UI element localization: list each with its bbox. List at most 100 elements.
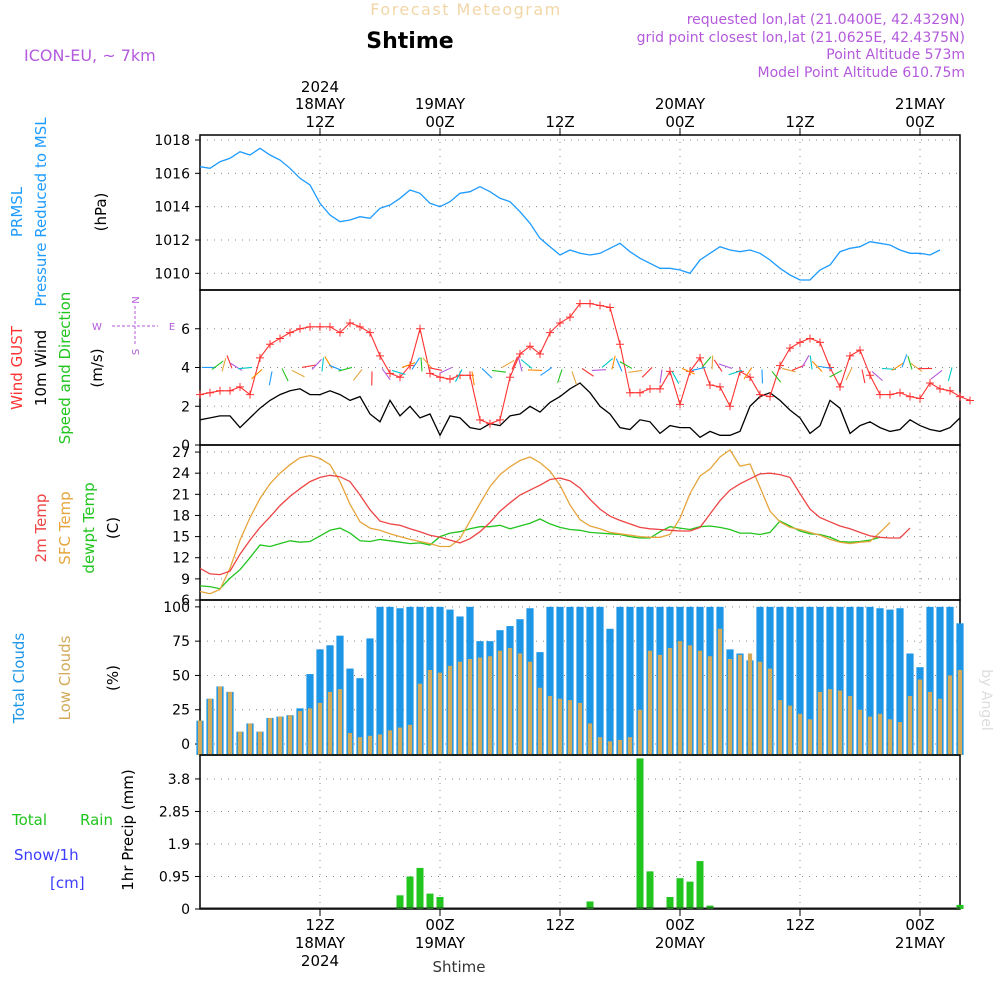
low-clouds-bar xyxy=(777,700,783,755)
rain-bar xyxy=(706,905,714,909)
gust-marker xyxy=(616,340,624,349)
wind-direction-arrow xyxy=(422,357,433,369)
wind-direction-arrow xyxy=(229,362,243,371)
low-clouds-bar xyxy=(667,648,673,755)
cloud-labels: Total Clouds Low Clouds (%) xyxy=(10,633,122,725)
gust-marker xyxy=(776,361,784,370)
dewpt-temp-line xyxy=(199,518,881,590)
y-tick-label: 2 xyxy=(181,399,190,415)
low-clouds-bar xyxy=(347,733,353,755)
low-clouds-bar xyxy=(927,691,933,755)
y-tick-label: 1012 xyxy=(154,233,190,249)
low-clouds-bar xyxy=(327,691,333,755)
low-clouds-bar xyxy=(787,705,793,755)
precip-axis-label: 1hr Precip (mm) xyxy=(119,769,137,890)
wind-direction-arrow xyxy=(420,357,423,372)
gust-marker xyxy=(946,386,954,395)
total-clouds-bar xyxy=(386,606,394,755)
legend-rain: Rain xyxy=(80,811,113,829)
y-tick-label: 6 xyxy=(181,322,190,338)
product-title: Forecast Meteogram xyxy=(370,0,561,19)
gust-marker xyxy=(816,338,824,347)
wind-direction-arrow xyxy=(311,358,322,370)
low-clouds-bar xyxy=(457,661,463,755)
total-clouds-bar xyxy=(346,668,354,755)
wind-label: 10m Wind xyxy=(32,330,50,406)
gust-marker xyxy=(386,369,394,378)
rain-bar xyxy=(426,893,434,909)
compass-n: N xyxy=(131,296,142,303)
total-clouds-bar xyxy=(606,628,614,755)
sfc-temp-line xyxy=(199,448,891,595)
low-clouds-bar xyxy=(727,658,733,755)
wind-direction-arrow xyxy=(811,360,823,372)
low-clouds-bar xyxy=(287,715,293,755)
wind-direction-arrow xyxy=(861,369,866,384)
low-clouds-bar xyxy=(887,719,893,755)
temp-labels: 2m Temp SFC Temp dewpt Temp (C) xyxy=(32,482,122,573)
rain-bar xyxy=(436,897,444,909)
wind-direction-arrow xyxy=(947,367,953,382)
rain-bar xyxy=(406,876,414,909)
low-clouds-bar xyxy=(837,690,843,755)
wind-direction-arrow xyxy=(771,371,782,383)
wind-direction-arrow xyxy=(615,358,623,372)
wind-direction-arrow xyxy=(871,371,883,382)
gust-marker xyxy=(846,351,854,360)
low-clouds-bar xyxy=(957,669,963,755)
time-label-top: 12Z xyxy=(785,113,814,131)
time-label-top: 21MAY xyxy=(895,95,946,113)
wind-direction-arrow xyxy=(428,366,443,371)
wind-direction-arrow xyxy=(743,367,753,380)
low-clouds-bar xyxy=(937,698,943,755)
low-clouds-bar xyxy=(707,656,713,755)
low-clouds-bar xyxy=(877,713,883,755)
gust-marker xyxy=(936,384,944,393)
clouds-unit: (%) xyxy=(104,665,122,691)
wind-direction-arrow xyxy=(491,369,506,373)
total-clouds-bar xyxy=(786,606,794,755)
low-clouds-bar xyxy=(207,698,213,755)
gust-marker xyxy=(876,390,884,399)
wind-direction-arrow xyxy=(481,368,493,379)
gust-marker xyxy=(916,394,924,403)
wind-direction-arrow xyxy=(324,356,333,369)
watermark: by Angel xyxy=(978,669,994,730)
wind-direction-arrow xyxy=(301,364,316,368)
gust-marker xyxy=(656,384,664,393)
low-clouds-bar xyxy=(807,719,813,755)
y-tick-label: 0 xyxy=(181,737,190,753)
rain-bar xyxy=(646,871,654,909)
time-label-top: 00Z xyxy=(425,113,454,131)
location-title: Shtime xyxy=(366,29,453,54)
gust-marker xyxy=(276,334,284,343)
compass-w: W xyxy=(92,322,102,333)
low-clouds-bar xyxy=(477,657,483,755)
gust-marker xyxy=(866,371,874,380)
time-label-bottom: 20MAY xyxy=(655,934,706,952)
y-tick-label: 25 xyxy=(172,703,190,719)
total-clouds-bar xyxy=(896,608,904,755)
grid-point: grid point closest lon,lat (21.0625E, 42… xyxy=(637,30,965,46)
low-clouds-bar xyxy=(487,656,493,755)
low-clouds-bar xyxy=(267,717,273,755)
point-altitude: Point Altitude 573m xyxy=(826,47,965,63)
wind-direction-arrow xyxy=(619,361,633,369)
wind-direction-arrow xyxy=(641,367,653,378)
wind-direction-arrow xyxy=(907,355,913,370)
gust-marker xyxy=(496,415,504,424)
legend-total: Total xyxy=(11,811,47,829)
legend-unit: [cm] xyxy=(50,874,85,892)
gust-marker xyxy=(726,402,734,411)
wind-direction-arrow xyxy=(801,355,810,368)
low-clouds-bar xyxy=(857,709,863,755)
total-clouds-bar xyxy=(806,606,814,755)
pressure-labels: PRMSL Pressure Reduced to MSL (hPa) xyxy=(8,117,110,307)
gust-marker xyxy=(196,390,204,399)
y-tick-label: 1016 xyxy=(154,166,190,182)
gust-marker xyxy=(566,313,574,322)
time-label-bottom: 00Z xyxy=(665,916,694,934)
total-clouds-bar xyxy=(926,606,934,755)
